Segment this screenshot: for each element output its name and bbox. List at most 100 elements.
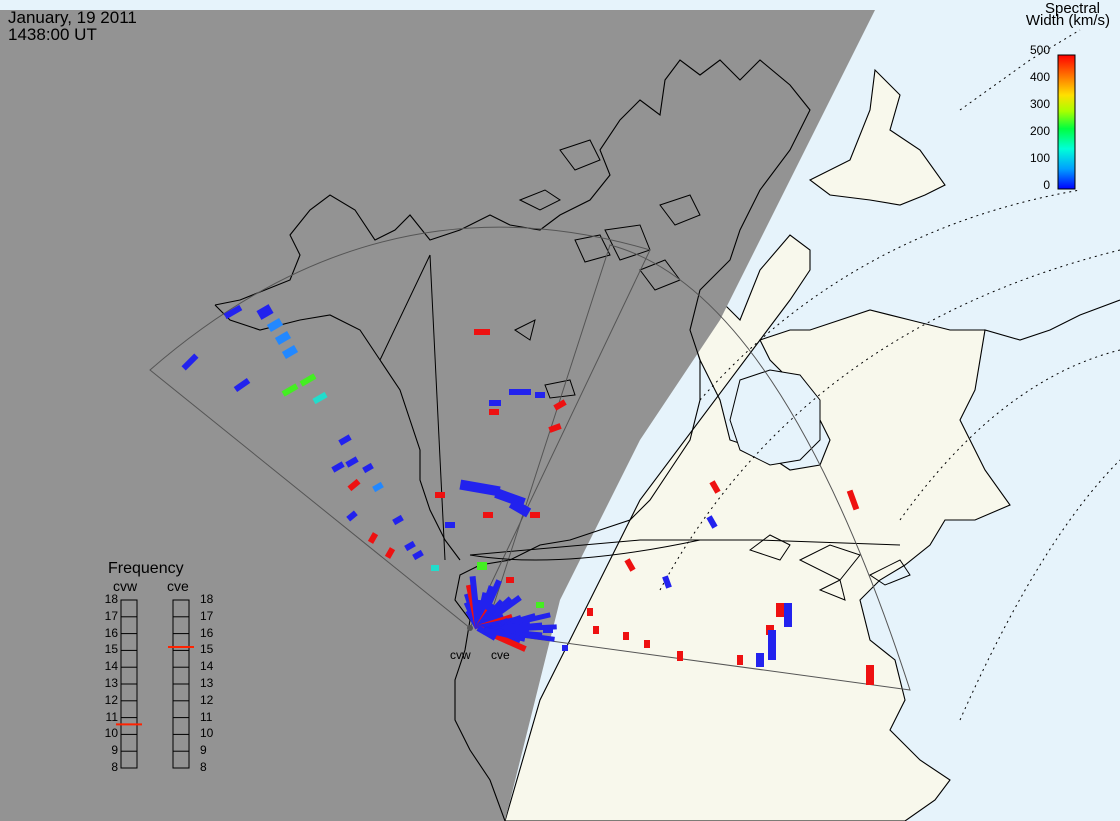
echo-cell bbox=[223, 304, 243, 320]
echo-cell bbox=[508, 498, 532, 518]
echo-cell bbox=[662, 575, 672, 589]
echo-cell bbox=[756, 653, 764, 667]
echo-cell bbox=[489, 409, 499, 415]
echo-cell bbox=[256, 304, 274, 320]
echo-cell bbox=[768, 630, 776, 660]
echo-cell bbox=[593, 626, 599, 634]
echo-cell bbox=[644, 640, 650, 648]
frequency-scale-label: 13 bbox=[104, 676, 118, 690]
echo-cell bbox=[477, 562, 487, 570]
echo-cell bbox=[312, 391, 328, 405]
echo-cell bbox=[548, 423, 562, 433]
land-greenland bbox=[808, 68, 946, 206]
echo-cell bbox=[445, 522, 455, 528]
echo-cell bbox=[435, 492, 445, 498]
echo-cell bbox=[362, 462, 374, 474]
echo-cell bbox=[483, 512, 493, 518]
cve-site-label: cve bbox=[491, 648, 510, 662]
frequency-scale-label: 10 bbox=[104, 726, 118, 741]
colorbar-tick: 100 bbox=[1029, 151, 1050, 165]
colorbar-title-line2: Width (km/s) bbox=[1025, 12, 1110, 29]
echo-cell bbox=[776, 603, 784, 617]
echo-cell bbox=[266, 318, 284, 332]
frequency-scale-label: 17 bbox=[200, 608, 214, 623]
echo-cell bbox=[281, 383, 299, 397]
range-arc bbox=[469, 539, 701, 561]
frequency-scale-label: 9 bbox=[111, 743, 118, 758]
latitude-circle-4 bbox=[959, 459, 1120, 721]
frequency-cve-header: cve bbox=[167, 578, 189, 594]
cvw-radar-site bbox=[467, 625, 473, 631]
cve-field-of-view bbox=[484, 244, 911, 691]
echo-cell bbox=[474, 329, 490, 335]
echo-cell bbox=[530, 512, 540, 518]
land-north-america-day bbox=[504, 234, 1120, 821]
coastline-alaska bbox=[214, 304, 461, 561]
echo-cell bbox=[392, 514, 404, 526]
frequency-scale-label: 8 bbox=[200, 760, 207, 774]
cvw-frequency-gauge bbox=[116, 599, 142, 769]
frequency-scale-label: 16 bbox=[104, 625, 118, 640]
echo-cell bbox=[274, 331, 292, 345]
echo-cell bbox=[476, 625, 497, 641]
frequency-scale-label: 14 bbox=[104, 659, 118, 674]
latitude-circle-1 bbox=[699, 189, 1081, 401]
cvw-site-label: cvw bbox=[450, 648, 471, 662]
echo-cell bbox=[281, 345, 299, 359]
echo-cell bbox=[866, 665, 874, 685]
echo-cell bbox=[846, 489, 860, 511]
cvw-field-of-view bbox=[149, 226, 651, 629]
echo-cell bbox=[346, 510, 358, 522]
frequency-scale-label: 11 bbox=[200, 709, 213, 724]
echo-cell bbox=[562, 645, 568, 651]
frequency-scale-label: 15 bbox=[104, 642, 118, 657]
frequency-scale-label: 17 bbox=[104, 608, 118, 623]
echo-cell bbox=[299, 373, 317, 387]
frequency-scale-label: 12 bbox=[200, 692, 214, 707]
echo-cell bbox=[345, 456, 359, 468]
colorbar-title-line1: Spectral bbox=[1044, 0, 1100, 17]
echo-cell bbox=[181, 353, 199, 371]
frequency-title: Frequency bbox=[108, 560, 184, 577]
echo-cell bbox=[784, 603, 792, 627]
frequency-scale-label: 18 bbox=[104, 592, 118, 606]
echo-cell bbox=[384, 547, 396, 559]
echo-cell bbox=[372, 481, 384, 493]
frequency-scale-label: 18 bbox=[200, 592, 214, 606]
echo-cell bbox=[737, 655, 743, 665]
frequency-scale-label: 11 bbox=[105, 709, 118, 724]
echo-cell bbox=[484, 627, 526, 642]
echo-cell bbox=[709, 480, 721, 494]
frequency-cvw-header: cvw bbox=[113, 578, 138, 594]
colorbar-gradient bbox=[1057, 54, 1076, 190]
time-label: 1438:00 UT bbox=[8, 25, 97, 44]
hudson-bay bbox=[729, 369, 821, 466]
latitude-circle-3 bbox=[899, 349, 1120, 521]
echo-cell bbox=[677, 651, 683, 661]
colorbar-tick: 200 bbox=[1029, 124, 1050, 138]
frequency-scale-label: 10 bbox=[200, 726, 214, 741]
colorbar-tick: 500 bbox=[1029, 43, 1050, 57]
echo-cell bbox=[623, 632, 629, 640]
echo-cell bbox=[543, 627, 553, 633]
echo-cell bbox=[459, 479, 501, 497]
echo-cell bbox=[706, 515, 718, 529]
radar-echoes bbox=[181, 304, 874, 685]
echo-cell bbox=[233, 377, 251, 393]
frequency-scale-label: 16 bbox=[200, 625, 214, 640]
echo-cell bbox=[347, 478, 361, 492]
colorbar-tick: 300 bbox=[1029, 97, 1050, 111]
colorbar-tick: 0 bbox=[1043, 178, 1050, 192]
echo-cell bbox=[431, 565, 439, 571]
echo-cell bbox=[331, 461, 345, 473]
echo-cell bbox=[338, 434, 352, 446]
frequency-scale-label: 13 bbox=[200, 676, 214, 690]
echo-cell bbox=[367, 532, 379, 544]
echo-cell bbox=[404, 540, 416, 552]
frequency-scale-label: 15 bbox=[200, 642, 214, 657]
frequency-scale-label: 12 bbox=[104, 692, 118, 707]
echo-cell bbox=[553, 399, 567, 411]
frequency-scale-label: 14 bbox=[200, 659, 214, 674]
